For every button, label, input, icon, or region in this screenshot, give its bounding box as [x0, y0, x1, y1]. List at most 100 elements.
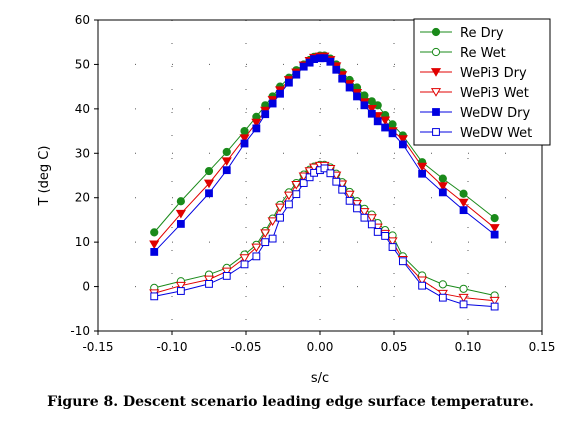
grid — [97, 19, 543, 332]
data-point-wedw-wet — [285, 200, 293, 209]
y-tick-label: 10 — [75, 235, 90, 249]
data-point-wedw-dry — [338, 74, 347, 83]
data-point-re-dry — [360, 91, 369, 100]
data-point-wepi3-wet — [344, 190, 355, 200]
data-point-wepi3-wet — [175, 281, 186, 291]
data-point-wedw-wet — [345, 196, 354, 205]
data-point-wepi3-dry — [380, 116, 391, 126]
data-point-wedw-dry — [360, 101, 369, 110]
legend-item: WeDW Dry — [420, 106, 530, 121]
legend-label: Re Dry — [460, 26, 504, 41]
data-point-re-dry — [438, 174, 447, 183]
legend-marker — [430, 88, 442, 97]
data-point-wedw-wet — [299, 179, 308, 187]
data-point-wedw-wet — [320, 164, 329, 173]
data-point-wedw-wet — [205, 280, 213, 288]
x-tick-label: 0.10 — [455, 340, 482, 354]
chart: -0.15 -0.10 -0.05 0.00 0.05 0.10 0.15 -10 0 10 20… — [37, 13, 555, 386]
data-point-wedw-dry — [332, 65, 341, 74]
y-tick-label: 60 — [75, 13, 90, 27]
data-point-wedw-dry — [252, 124, 261, 133]
data-point-re-dry — [459, 189, 468, 198]
data-point-wepi3-dry — [397, 135, 408, 144]
data-point-wedw-wet — [268, 234, 277, 243]
data-point-wepi3-wet — [417, 276, 428, 286]
data-point-wedw-wet — [150, 292, 159, 301]
data-point-wedw-wet — [418, 281, 427, 290]
legend-marker — [432, 128, 440, 136]
data-point-wedw-wet — [332, 177, 341, 186]
data-point-wedw-wet — [373, 228, 382, 236]
y-tick-label: 0 — [82, 280, 90, 294]
legend-item: WePi3 Dry — [420, 66, 527, 81]
data-point-wedw-dry — [398, 140, 407, 149]
data-point-wedw-dry — [418, 169, 427, 178]
legend-label: WePi3 Dry — [460, 66, 527, 81]
data-point-re-dry — [222, 147, 231, 157]
data-point-wepi3-wet — [267, 217, 278, 227]
data-point-wedw-wet — [252, 252, 261, 261]
data-point-wepi3-wet — [239, 254, 250, 263]
x-tick-label: 0.00 — [307, 340, 334, 354]
data-point-wedw-dry — [176, 220, 185, 228]
data-point-re-dry — [240, 126, 249, 136]
legend-marker — [432, 108, 440, 116]
y-tick-label: 40 — [75, 102, 90, 116]
legend-marker — [431, 47, 441, 57]
data-point-wepi3-dry — [221, 157, 232, 167]
data-point-wepi3-dry — [437, 182, 448, 191]
legend-label: WeDW Wet — [460, 126, 532, 141]
data-point-wedw-dry — [353, 92, 361, 101]
legend-box — [413, 18, 551, 146]
data-point-re-dry — [204, 166, 214, 176]
data-point-wedw-wet — [353, 204, 361, 213]
data-point-wedw-dry — [438, 188, 447, 197]
data-point-wedw-dry — [459, 206, 468, 215]
data-point-wepi3-wet — [489, 296, 500, 306]
data-point-wedw-dry — [373, 117, 382, 126]
data-point-wepi3-wet — [366, 214, 377, 223]
y-tick-label: 20 — [75, 191, 90, 205]
data-point-wedw-dry — [345, 83, 354, 92]
data-point-wedw-dry — [261, 110, 270, 119]
data-point-wedw-dry — [381, 123, 390, 132]
data-point-wedw-dry — [326, 57, 335, 66]
data-point-wepi3-wet — [221, 267, 232, 277]
data-point-wepi3-dry — [175, 209, 186, 219]
data-point-wedw-wet — [367, 220, 376, 229]
data-point-re-dry — [388, 120, 397, 129]
data-point-wepi3-wet — [387, 237, 398, 247]
data-point-re-dry — [490, 214, 499, 223]
x-axis-ticks: -0.15 -0.10 -0.05 0.00 0.05 0.10 0.15 — [82, 331, 555, 354]
data-point-wedw-wet — [276, 213, 284, 222]
data-point-wedw-dry — [268, 99, 277, 108]
data-point-wepi3-wet — [260, 229, 271, 239]
legend-marker — [431, 27, 441, 37]
data-point-re-dry — [176, 197, 185, 206]
x-tick-label: -0.05 — [230, 340, 261, 354]
data-point-wedw-dry — [150, 248, 159, 256]
data-point-wedw-wet — [490, 302, 499, 311]
data-point-wedw-wet — [338, 185, 347, 194]
legend-item: WeDW Wet — [420, 126, 532, 141]
x-tick-label: -0.10 — [156, 340, 187, 354]
data-point-wedw-wet — [240, 260, 249, 269]
data-point-wedw-dry — [292, 70, 301, 79]
data-point-wedw-wet — [305, 173, 314, 182]
data-point-wepi3-dry — [417, 162, 428, 172]
legend-label: WeDW Dry — [460, 106, 530, 121]
data-point-wepi3-dry — [489, 224, 500, 233]
data-point-wedw-wet — [326, 169, 335, 178]
data-point-wedw-dry — [240, 139, 249, 148]
data-point-re-dry — [367, 97, 376, 106]
data-point-wedw-wet — [261, 238, 270, 247]
data-point-wepi3-wet — [458, 293, 469, 303]
data-point-re-wet — [459, 284, 468, 293]
data-point-wedw-dry — [388, 129, 397, 138]
series-markers — [149, 51, 500, 311]
y-axis-ticks: -10 0 10 20 30 40 50 60 — [70, 13, 98, 338]
data-point-wepi3-wet — [274, 203, 286, 213]
data-point-wedw-wet — [292, 190, 301, 199]
legend-item: Re Wet — [420, 46, 506, 61]
data-point-wepi3-wet — [203, 275, 215, 285]
